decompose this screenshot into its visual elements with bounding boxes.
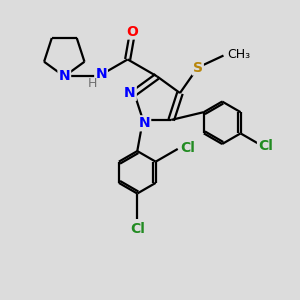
Text: Cl: Cl — [130, 222, 145, 236]
Text: Cl: Cl — [258, 139, 273, 153]
Text: N: N — [95, 67, 107, 81]
Text: O: O — [127, 25, 139, 38]
Text: N: N — [58, 69, 70, 83]
Text: S: S — [193, 61, 203, 74]
Text: CH₃: CH₃ — [228, 48, 251, 61]
Text: Cl: Cl — [181, 140, 195, 154]
Text: H: H — [88, 77, 97, 90]
Text: N: N — [124, 86, 136, 100]
Text: N: N — [139, 116, 150, 130]
